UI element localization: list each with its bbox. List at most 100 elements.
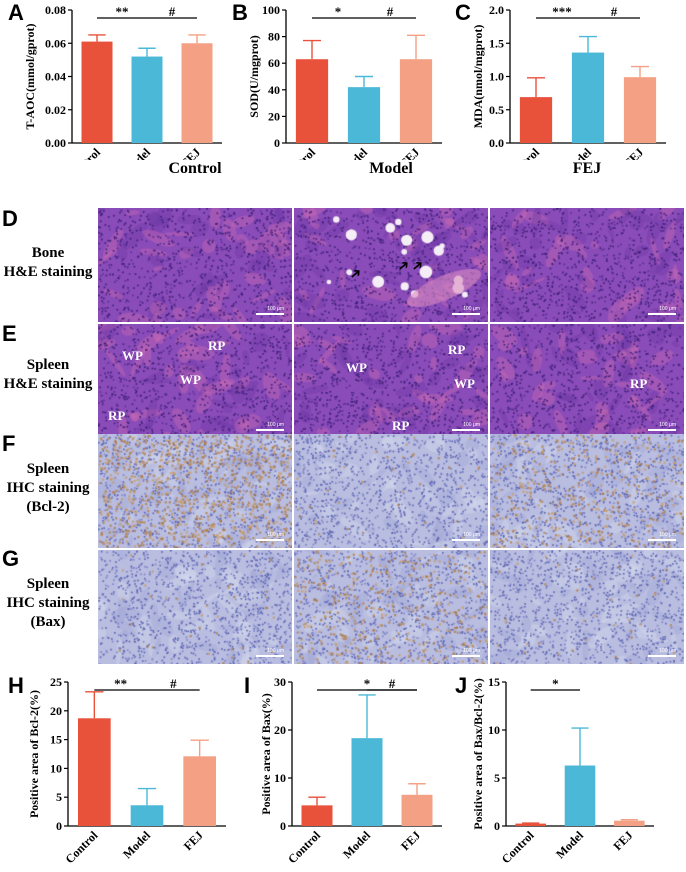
panel-letter-f: F (2, 431, 16, 456)
region-label-rp: RP (392, 418, 410, 433)
scale-bar (256, 539, 284, 541)
scale-bar (648, 655, 676, 657)
y-tick-label: 0 (494, 819, 500, 833)
x-tick-label: Control (65, 145, 103, 160)
bar-control (81, 41, 113, 143)
region-label-rp: RP (448, 342, 466, 357)
row-label-line: H&E staining (3, 264, 93, 280)
region-label-wp: WP (122, 348, 143, 363)
bar-control (78, 718, 111, 826)
scale-bar (648, 429, 676, 431)
y-tick-label: 0 (280, 819, 286, 833)
region-label-rp: RP (208, 338, 226, 353)
y-tick-label: 10 (50, 761, 62, 775)
y-tick-label: 5 (494, 771, 500, 785)
x-tick-label: Control (62, 828, 100, 866)
y-tick-label: 40 (268, 83, 280, 97)
y-tick-label: 1.5 (489, 36, 504, 50)
chart-sod: 0 20 40 60 80 100 SOD(U/mgprot) Control Model FEJ… (247, 3, 442, 160)
tissue-texture (294, 434, 488, 548)
x-tick-label: Control (285, 828, 323, 866)
y-tick-label: 0 (56, 819, 62, 833)
y-tick-label: 15 (488, 675, 500, 689)
row-label-spleen-bax: Spleen IHC staining (Bax) (0, 575, 96, 632)
x-tick-label: Control (280, 145, 318, 160)
x-tick-label: FEJ (178, 145, 203, 160)
scale-bar-label: 100 μm (659, 648, 676, 654)
panel-letter-b: B (232, 0, 248, 25)
significance-marker: # (389, 676, 396, 691)
micrograph-bax-fej: 100 μm (490, 550, 684, 664)
bar-model (564, 765, 596, 826)
significance-marker: ** (116, 4, 129, 19)
tissue-texture (294, 324, 488, 438)
panel-letter-j: J (455, 673, 468, 698)
scale-bar (452, 429, 480, 431)
row-label-line: H&E staining (3, 376, 93, 392)
scale-bar-label: 100 μm (267, 306, 284, 312)
row-label-line: (Bcl-2) (26, 499, 70, 515)
significance-marker: ** (114, 676, 127, 691)
tissue-texture (98, 324, 292, 438)
micrograph-spleen-he-model: WP WP RP RP 100 μm (294, 324, 488, 438)
scale-bar (648, 539, 676, 541)
scale-bar-label: 100 μm (659, 422, 676, 428)
y-axis-label: Positive area of Bax/Bcl-2(%) (471, 678, 485, 829)
y-axis-label: T-AOC(mmol/gprot) (23, 24, 37, 130)
bar-model (571, 52, 605, 144)
micrograph-bcl2-control: 100 μm (98, 434, 292, 548)
row-label-line: IHC staining (6, 480, 90, 496)
y-tick-label: 10 (274, 771, 286, 785)
bar-model (351, 738, 383, 826)
bar-fej (183, 756, 216, 826)
scale-bar (452, 655, 480, 657)
y-tick-label: 20 (268, 109, 280, 123)
x-tick-label: Model (340, 828, 373, 861)
micrograph-bcl2-model: 100 μm (294, 434, 488, 548)
y-tick-label: 0 (274, 136, 280, 150)
tissue-texture (98, 208, 292, 322)
tissue-texture (490, 208, 684, 322)
y-tick-label: 0.08 (45, 3, 66, 17)
y-tick-label: 5 (56, 790, 62, 804)
row-label-line: Spleen (26, 357, 70, 373)
scale-bar-label: 100 μm (659, 306, 676, 312)
scale-bar-label: 100 μm (463, 648, 480, 654)
row-label-line: (Bax) (30, 614, 66, 630)
region-label-wp: WP (454, 376, 475, 391)
x-tick-label: Model (337, 145, 370, 160)
x-tick-label: FEJ (181, 828, 206, 853)
scale-bar-label: 100 μm (463, 306, 480, 312)
y-axis-label: SOD(U/mgprot) (247, 35, 261, 117)
bar-control (301, 805, 333, 826)
y-tick-label: 20 (50, 704, 62, 718)
panel-letter-h: H (8, 673, 24, 698)
x-tick-label: FEJ (398, 828, 423, 853)
chart-t-aoc: 0.00 0.02 0.04 0.06 0.08 T-AOC(mmol/gprot) Con… (23, 3, 222, 160)
column-header-fej: FEJ (572, 160, 602, 177)
micrograph-spleen-he-control: WP WP RP RP 100 μm (98, 324, 292, 438)
bar-control (515, 823, 546, 826)
significance-marker: # (169, 4, 176, 19)
micrograph-bone-control: 100 μm (98, 208, 292, 322)
tissue-texture (294, 208, 488, 322)
x-tick-label: Control (499, 828, 537, 866)
scale-bar (452, 313, 480, 315)
scale-bar (648, 313, 676, 315)
y-axis-label: Positive area of Bcl-2(%) (27, 690, 41, 818)
panel-letter-g: G (2, 546, 20, 571)
significance-marker: # (611, 4, 618, 19)
panel-letter-c: C (455, 0, 471, 25)
panel-letter-i: I (244, 673, 251, 698)
scale-bar-label: 100 μm (463, 532, 480, 538)
chart-mda: 0.0 0.5 1.0 1.5 2.0 MDA(nmol/mgprot) Control Mo… (471, 3, 666, 160)
y-tick-label: 60 (268, 56, 280, 70)
row-label-line: Spleen (26, 576, 70, 592)
y-tick-label: 20 (274, 723, 286, 737)
x-tick-label: FEJ (397, 145, 422, 160)
bar-control (295, 59, 329, 143)
bar-fej (614, 820, 645, 826)
micrograph-spleen-he-fej: RP 100 μm (490, 324, 684, 438)
row-label-spleen-bcl2: Spleen IHC staining (Bcl-2) (0, 460, 96, 517)
